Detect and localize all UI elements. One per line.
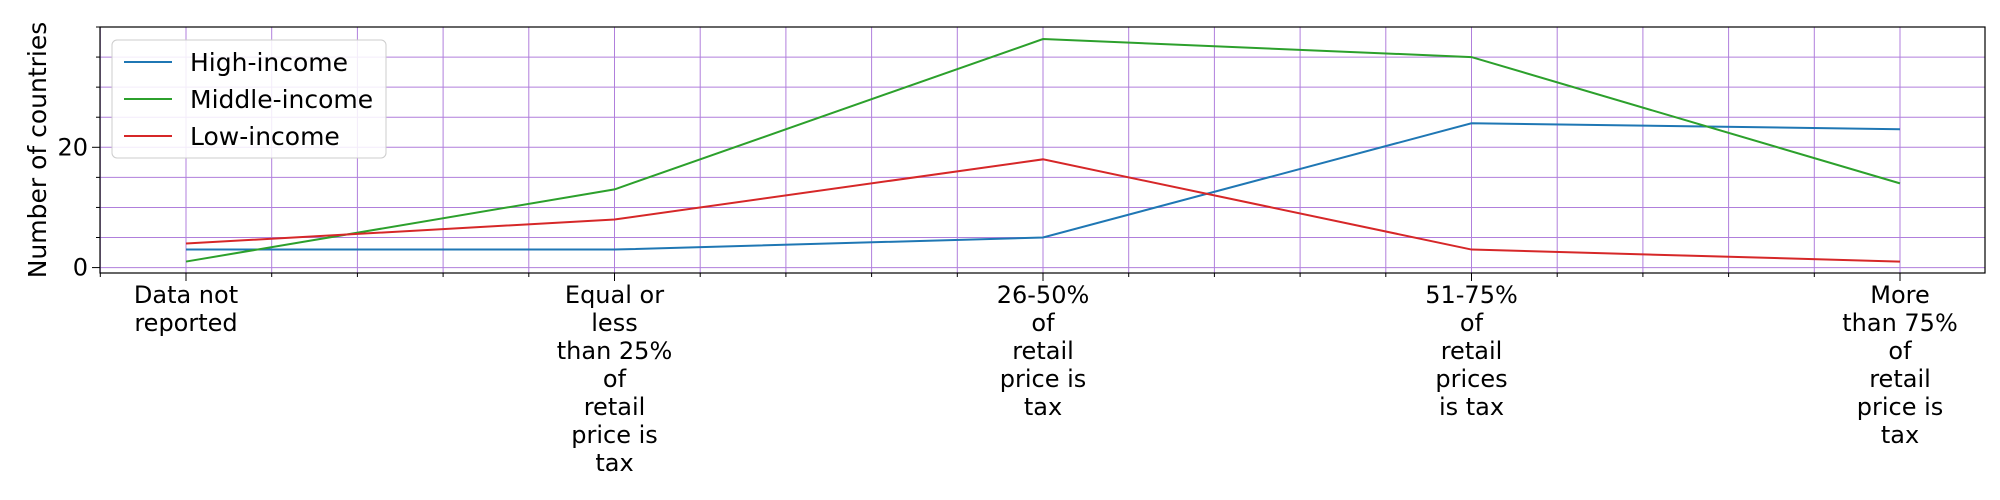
y-tick-label: 20 [57, 133, 88, 161]
y-axis-ticks: 0 20 [57, 26, 100, 282]
x-tick-label: 51-75% of retail prices is tax [1425, 281, 1518, 421]
x-tick-label: Equal or less than 25% of retail price is tax [557, 281, 673, 477]
series-lines [185, 38, 1901, 263]
legend: High-income Middle-income Low-income [111, 39, 387, 159]
legend-label: High-income [190, 48, 348, 77]
x-axis-ticks: Data not reported Equal or less than 25% of re… [99, 273, 1958, 477]
y-axis-label: Number of countries [23, 22, 52, 279]
legend-label: Low-income [190, 122, 340, 151]
legend-box [111, 39, 387, 159]
series-line-middle-income [185, 38, 1901, 263]
series-line-high-income [186, 122, 1901, 251]
y-tick-label: 0 [73, 254, 88, 282]
x-tick-label: 26-50% of retail price is tax [997, 281, 1090, 421]
x-tick-label: More than 75% of retail price is tax [1842, 281, 1958, 449]
x-tick-label: Data not reported [134, 281, 238, 337]
legend-label: Middle-income [190, 85, 373, 114]
series-line-low-income [185, 158, 1901, 263]
